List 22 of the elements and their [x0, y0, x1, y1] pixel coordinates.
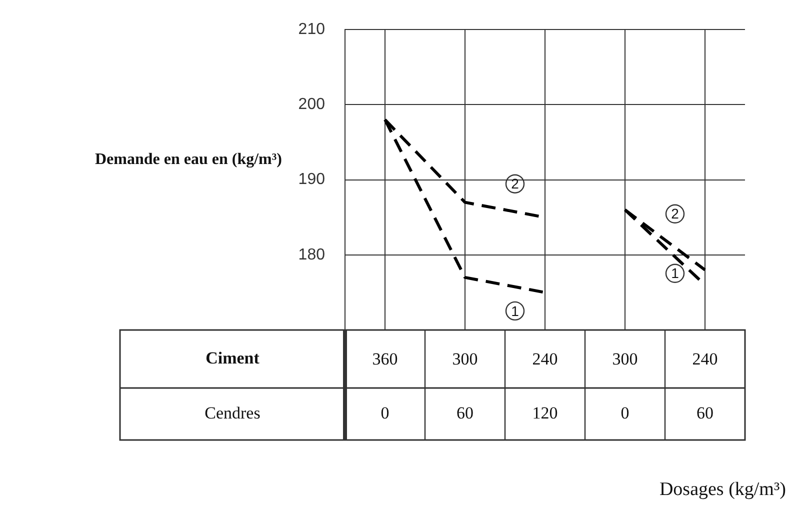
text: Dosages (kg/m³)	[659, 478, 786, 500]
y-tick-label: 190	[298, 171, 326, 188]
text: Cendres	[204, 403, 260, 422]
series-label: 1	[511, 302, 520, 319]
text: 0	[620, 403, 630, 422]
text: 60	[456, 403, 474, 422]
x-tick-label: 360	[372, 350, 398, 369]
y-tick-label: 210	[298, 21, 326, 38]
text: 0	[380, 403, 390, 422]
x-tick-label: 300	[612, 350, 638, 369]
text: Ciment	[206, 348, 260, 368]
x-tick-label: 240	[532, 350, 558, 369]
series-label: 2	[511, 176, 520, 192]
text: 60	[696, 403, 714, 422]
series-label: 2	[671, 206, 680, 222]
y-tick-label: 180	[298, 246, 326, 264]
y-axis-title: Demande en eau en (kg/m³)	[94, 151, 282, 168]
x-tick-label: 300	[452, 350, 478, 369]
x-tick-label: 240	[692, 350, 718, 369]
series-label: 1	[671, 265, 680, 282]
text: 120	[532, 403, 558, 422]
y-tick-label: 200	[298, 96, 326, 114]
